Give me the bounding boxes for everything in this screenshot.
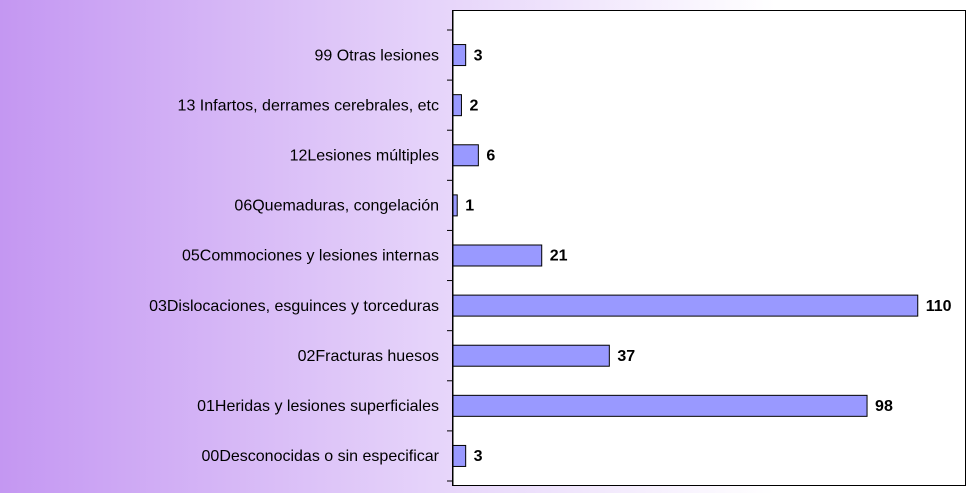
value-label: 98 bbox=[875, 398, 893, 415]
bar bbox=[452, 444, 467, 467]
category-label: 01Heridas y lesiones superficiales bbox=[197, 398, 439, 415]
bar bbox=[452, 194, 458, 217]
bar bbox=[452, 244, 543, 267]
bar bbox=[452, 394, 868, 417]
bar bbox=[452, 94, 462, 117]
category-label: 02Fracturas huesos bbox=[298, 348, 439, 365]
value-label: 3 bbox=[474, 47, 483, 64]
value-label: 2 bbox=[469, 97, 478, 114]
bar bbox=[452, 144, 479, 167]
bar bbox=[452, 344, 610, 367]
value-label: 1 bbox=[465, 198, 474, 215]
category-label: 12Lesiones múltiples bbox=[290, 147, 439, 164]
value-label: 6 bbox=[486, 147, 495, 164]
category-label: 03Dislocaciones, esguinces y torceduras bbox=[149, 298, 439, 315]
bar bbox=[452, 44, 467, 67]
category-label: 13 Infartos, derrames cerebrales, etc bbox=[178, 97, 439, 114]
value-label: 21 bbox=[550, 248, 568, 265]
category-label: 99 Otras lesiones bbox=[314, 47, 439, 64]
category-label: 00Desconocidas o sin especificar bbox=[202, 448, 440, 465]
category-label: 05Commociones y lesiones internas bbox=[182, 248, 439, 265]
bar bbox=[452, 294, 919, 317]
value-label: 37 bbox=[617, 348, 635, 365]
value-label: 110 bbox=[926, 298, 952, 315]
category-label: 06Quemaduras, congelación bbox=[234, 198, 439, 215]
value-label: 3 bbox=[474, 448, 483, 465]
